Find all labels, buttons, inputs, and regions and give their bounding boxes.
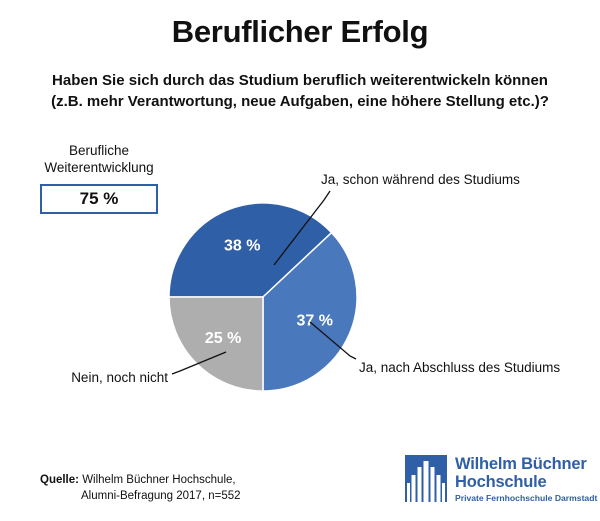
slice-value-label: 25 % xyxy=(205,330,241,347)
university-logo: Wilhelm Büchner Hochschule Private Fernh… xyxy=(405,455,598,505)
slice-value-label: 37 % xyxy=(297,312,333,329)
question-line-1: Haben Sie sich durch das Studium berufli… xyxy=(52,72,548,89)
source-note: Quelle: Wilhelm Büchner Hochschule, Alum… xyxy=(40,472,241,504)
pie-slice xyxy=(168,202,333,298)
callout-leader-line xyxy=(309,321,357,360)
callout-leader-line xyxy=(273,190,331,266)
slice-category-label: Nein, noch nicht xyxy=(71,370,168,385)
kpi-label-line-1: Berufliche xyxy=(68,143,130,158)
slice-category-label: Ja, schon während des Studiums xyxy=(321,172,520,187)
logo-text-line-3: Private Fernhochschule Darmstadt xyxy=(455,493,598,503)
source-label: Quelle: xyxy=(40,474,79,486)
kpi-value-box: 75 % xyxy=(40,184,158,214)
university-logo-mark-icon xyxy=(405,455,447,502)
question-line-2: (z.B. mehr Verantwortung, neue Aufgaben,… xyxy=(51,93,549,110)
callout-leader-line xyxy=(171,351,227,375)
kpi-label: Berufliche Weiterentwicklung xyxy=(40,142,158,176)
logo-text-line-2: Hochschule xyxy=(455,473,547,491)
source-line-2: Alumni-Befragung 2017, n=552 xyxy=(81,490,241,502)
slice-value-label: 38 % xyxy=(224,238,260,255)
source-line-1: Wilhelm Büchner Hochschule, xyxy=(82,474,236,486)
kpi-label-line-2: Weiterentwicklung xyxy=(44,160,154,175)
slice-category-label: Ja, nach Abschluss des Studiums xyxy=(359,360,560,375)
chart-title: Beruflicher Erfolg xyxy=(171,14,429,49)
survey-question: Haben Sie sich durch das Studium berufli… xyxy=(0,70,600,112)
pie-slice xyxy=(262,231,358,392)
logo-text-line-1: Wilhelm Büchner xyxy=(455,455,587,473)
pie-slice xyxy=(168,296,264,392)
